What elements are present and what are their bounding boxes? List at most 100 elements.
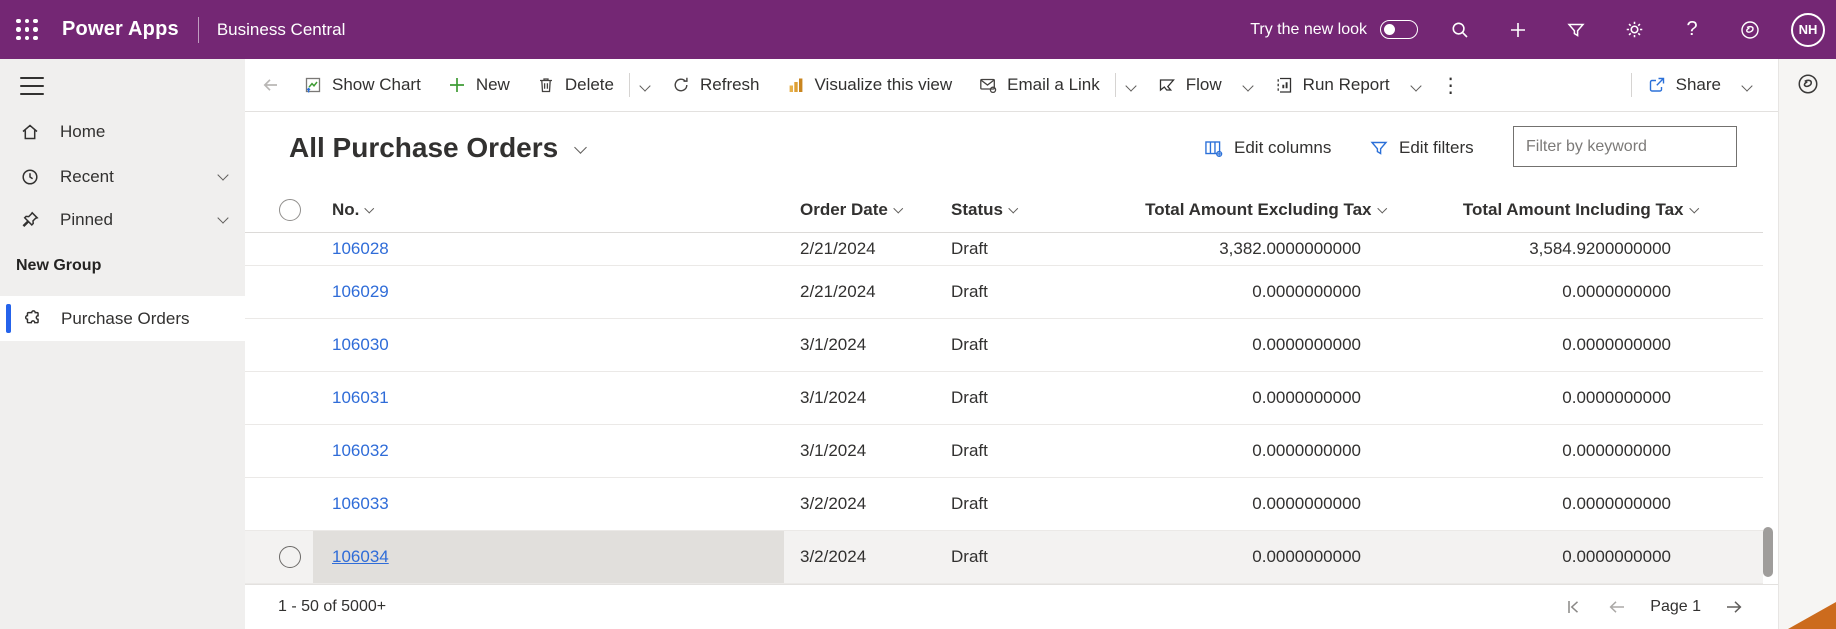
back-button[interactable]: [245, 75, 290, 95]
sidebar-item-recent[interactable]: Recent: [0, 157, 245, 197]
app-name[interactable]: Business Central: [216, 19, 346, 39]
flow-label: Flow: [1185, 75, 1222, 94]
run-report-button[interactable]: Run Report: [1261, 59, 1403, 111]
column-header-total-incl-tax: Total Amount Including Tax: [1411, 200, 1729, 220]
hamburger-menu-icon[interactable]: [20, 77, 44, 95]
flow-button[interactable]: Flow: [1144, 59, 1235, 111]
cell-no: 106028: [313, 233, 784, 265]
column-header-no-button[interactable]: No.: [332, 200, 375, 220]
column-header-total-excl-tax-button[interactable]: Total Amount Excluding Tax: [1145, 200, 1387, 220]
toolbar-divider: [1114, 73, 1116, 97]
view-selector[interactable]: All Purchase Orders: [289, 132, 588, 164]
sidebar-item-label: Recent: [60, 167, 114, 186]
cell-no: 106034: [313, 531, 784, 583]
row-select-cell: [245, 546, 313, 568]
sidebar-item-pinned[interactable]: Pinned: [0, 200, 245, 240]
waffle-menu-icon[interactable]: [14, 17, 40, 43]
table-row[interactable]: 106031 3/1/2024 Draft 0.0000000000 0.000…: [245, 372, 1763, 425]
more-commands-icon[interactable]: ⋮: [1440, 74, 1461, 97]
table-row[interactable]: 106030 3/1/2024 Draft 0.0000000000 0.000…: [245, 319, 1763, 372]
cell-status: Draft: [951, 335, 988, 354]
chevron-down-icon: [574, 140, 588, 154]
table-row[interactable]: 106032 3/1/2024 Draft 0.0000000000 0.000…: [245, 425, 1763, 478]
purchase-order-link[interactable]: 106033: [332, 494, 389, 513]
refresh-label: Refresh: [699, 75, 760, 94]
filter-keyword-input[interactable]: [1513, 126, 1737, 167]
visualize-view-label: Visualize this view: [814, 75, 953, 94]
purchase-order-link[interactable]: 106031: [332, 388, 389, 407]
bar-chart-gold-icon: [789, 78, 802, 92]
cell-total-excl-tax: 0.0000000000: [1252, 494, 1361, 513]
row-select-checkbox[interactable]: [279, 546, 301, 568]
vertical-scrollbar-thumb[interactable]: [1763, 527, 1773, 577]
sidebar: Home Recent Pinned New Group Purchase Or…: [0, 59, 245, 629]
copilot-panel-icon[interactable]: [1796, 72, 1820, 96]
sidebar-item-purchase-orders[interactable]: Purchase Orders: [0, 296, 245, 341]
toolbar-divider: [628, 73, 630, 97]
table-row[interactable]: 106029 2/21/2024 Draft 0.0000000000 0.00…: [245, 266, 1763, 319]
cell-total-incl-tax: 0.0000000000: [1562, 547, 1671, 566]
refresh-button[interactable]: Refresh: [658, 59, 773, 111]
column-label: No.: [332, 200, 360, 219]
edit-filters-button[interactable]: Edit filters: [1369, 134, 1474, 162]
search-icon[interactable]: [1449, 19, 1471, 41]
add-icon[interactable]: [1507, 19, 1529, 41]
delete-label: Delete: [564, 75, 614, 94]
column-header-status-button[interactable]: Status: [951, 200, 1018, 220]
previous-page-icon[interactable]: [1606, 597, 1628, 617]
new-button[interactable]: New: [434, 59, 523, 111]
column-header-order-date-button[interactable]: Order Date: [800, 200, 903, 220]
brand-title: Power Apps: [62, 18, 179, 40]
email-link-label: Email a Link: [1007, 75, 1100, 94]
column-header-total-excl-tax: Total Amount Excluding Tax: [1087, 200, 1411, 220]
try-new-look-toggle[interactable]: [1380, 20, 1418, 39]
chevron-down-icon[interactable]: [217, 212, 229, 224]
column-header-total-incl-tax-button[interactable]: Total Amount Including Tax: [1463, 200, 1699, 220]
show-chart-label: Show Chart: [332, 75, 421, 94]
table-footer: 1 - 50 of 5000+ Page 1: [245, 584, 1778, 629]
delete-split-chevron[interactable]: [632, 75, 658, 95]
share-chevron[interactable]: [1734, 75, 1760, 95]
purchase-order-link[interactable]: 106034: [332, 547, 389, 566]
trash-icon: [539, 78, 552, 93]
visualize-view-button[interactable]: Visualize this view: [773, 59, 966, 111]
edit-columns-label: Edit columns: [1234, 138, 1332, 157]
purchase-order-link[interactable]: 106030: [332, 335, 389, 354]
purchase-order-link[interactable]: 106029: [332, 282, 389, 301]
column-label: Status: [951, 200, 1003, 219]
column-header-no: No.: [313, 200, 784, 220]
help-icon[interactable]: ?: [1686, 18, 1698, 40]
cell-total-incl-tax: 0.0000000000: [1562, 388, 1671, 407]
edit-columns-button[interactable]: Edit columns: [1203, 134, 1331, 162]
table-row[interactable]: 106033 3/2/2024 Draft 0.0000000000 0.000…: [245, 478, 1763, 531]
table-row[interactable]: 106028 2/21/2024 Draft 3,382.0000000000 …: [245, 233, 1763, 266]
delete-button[interactable]: Delete: [523, 59, 627, 111]
settings-gear-icon[interactable]: [1623, 19, 1645, 41]
cell-no: 106033: [313, 478, 784, 530]
purchase-order-link[interactable]: 106032: [332, 441, 389, 460]
chevron-down-icon: [893, 203, 903, 214]
flow-chevron[interactable]: [1235, 75, 1261, 95]
purchase-order-link[interactable]: 106028: [332, 239, 389, 258]
table-row[interactable]: 106034 3/2/2024 Draft 0.0000000000 0.000…: [245, 531, 1763, 584]
select-all-checkbox[interactable]: [279, 199, 301, 221]
filter-icon[interactable]: [1565, 19, 1587, 41]
run-report-chevron[interactable]: [1403, 75, 1429, 95]
show-chart-button[interactable]: Show Chart: [290, 59, 434, 111]
report-icon: [1277, 77, 1291, 93]
toolbar-divider: [1630, 73, 1632, 97]
columns-icon: [1205, 140, 1223, 157]
cell-total-incl-tax: 0.0000000000: [1562, 282, 1671, 301]
avatar[interactable]: NH: [1791, 12, 1825, 47]
email-split-chevron[interactable]: [1118, 75, 1144, 95]
copilot-icon[interactable]: [1739, 19, 1761, 41]
email-link-button[interactable]: Email a Link: [965, 59, 1113, 111]
share-button[interactable]: Share: [1634, 59, 1734, 111]
first-page-icon[interactable]: [1562, 597, 1584, 617]
plus-icon: [449, 78, 464, 92]
next-page-icon[interactable]: [1723, 597, 1745, 617]
chevron-down-icon[interactable]: [217, 169, 229, 181]
cell-total-incl-tax: 0.0000000000: [1562, 441, 1671, 460]
command-bar: Show Chart New Delete Refresh Visualize …: [245, 59, 1778, 112]
sidebar-item-home[interactable]: Home: [0, 112, 245, 152]
